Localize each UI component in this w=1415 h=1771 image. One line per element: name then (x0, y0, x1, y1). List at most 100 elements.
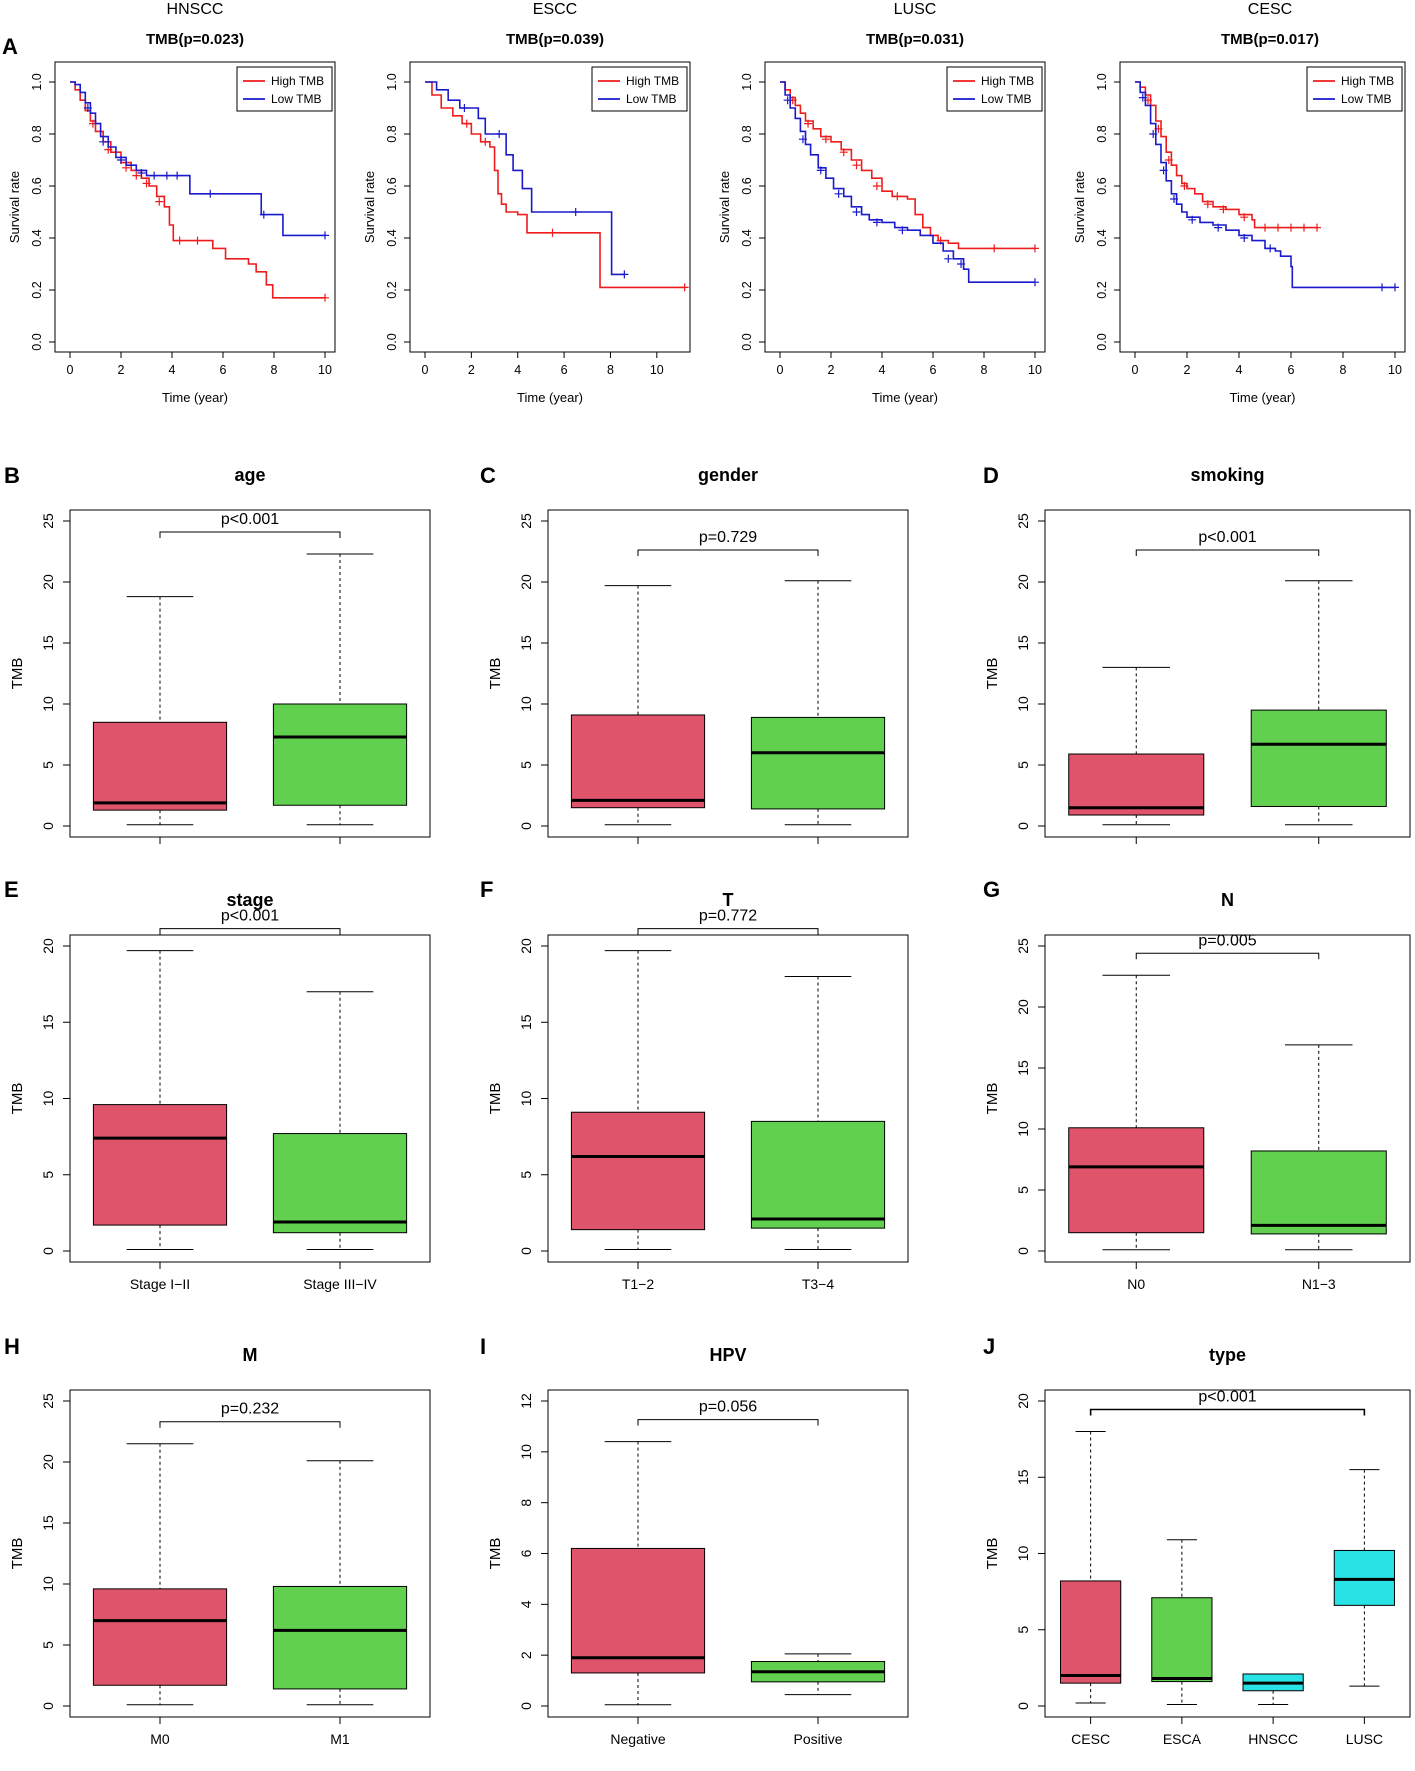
boxplot-title: type (1209, 1345, 1246, 1365)
x-tick-label: 10 (318, 363, 332, 377)
censor-mark (83, 104, 92, 112)
y-tick-label: 0 (1015, 1247, 1031, 1255)
p-value-bracket (637, 1419, 819, 1426)
km-plot-escc: ESCC TMB(p=0.039) 0.0 0.2 0.4 0.6 0.8 1.0 Surviv… (362, 1, 691, 405)
y-tick-label: 20 (40, 1454, 56, 1470)
censor-mark (150, 171, 159, 180)
legend-label: High TMB (271, 74, 324, 88)
x-tick-label: 2 (1184, 363, 1191, 377)
censor-mark (1031, 244, 1039, 253)
y-tick-label: 20 (1015, 1393, 1031, 1409)
censor-mark (481, 137, 490, 146)
censor-mark (155, 197, 164, 206)
censor-mark (99, 137, 108, 146)
cancer-name: HNSCC (167, 1, 224, 18)
y-tick-label: 25 (40, 513, 56, 529)
km-curve-high (425, 81, 685, 289)
y-tick-label: 0 (518, 822, 534, 830)
censor-mark (1266, 244, 1275, 253)
y-tick-label: 0 (518, 1247, 534, 1255)
y-tick-label: 0.2 (740, 281, 754, 298)
box-iqr (272, 1585, 408, 1690)
box-iqr (570, 1547, 706, 1674)
x-tick-label: 6 (930, 363, 937, 377)
x-axis-label: Time (year) (517, 390, 583, 405)
x-tick-label: 8 (607, 363, 614, 377)
y-tick-label: 2 (518, 1651, 534, 1659)
box-iqr (92, 1104, 228, 1226)
panel-label-f: F (480, 877, 493, 902)
y-tick-label: 10 (1015, 1121, 1031, 1137)
censor-mark (872, 182, 881, 190)
x-tick-label: T3−4 (802, 1276, 835, 1292)
y-tick-label: 0.6 (1095, 177, 1109, 194)
y-tick-label: 0.2 (1095, 281, 1109, 298)
censor-mark (1378, 283, 1386, 292)
censor-mark (132, 171, 141, 180)
x-tick-label: 10 (1388, 363, 1402, 377)
y-tick-label: 25 (40, 1393, 56, 1409)
censor-mark (495, 130, 504, 138)
legend-box (1306, 66, 1403, 112)
y-tick-label: 10 (518, 696, 534, 712)
censor-mark (893, 192, 902, 201)
y-axis-label: TMB (487, 1083, 504, 1115)
box-iqr (1068, 753, 1205, 816)
y-tick-label: 20 (40, 938, 56, 954)
y-tick-label: 5 (40, 1641, 56, 1649)
cancer-name: CESC (1248, 1, 1292, 18)
panel-label-e: E (4, 877, 19, 902)
km-curve-high (70, 81, 325, 299)
box-iqr (92, 721, 228, 811)
censor-mark (1203, 200, 1212, 209)
censor-mark (834, 189, 843, 198)
y-tick-label: 0.8 (740, 125, 754, 142)
y-tick-label: 15 (1015, 635, 1031, 651)
km-curve-low (780, 81, 1035, 283)
censor-mark (548, 228, 557, 237)
y-tick-label: 15 (518, 635, 534, 651)
y-tick-label: 0.4 (740, 229, 754, 246)
legend-label: High TMB (1341, 74, 1394, 88)
y-axis-label: TMB (984, 658, 1001, 690)
boxplot-hpv: I HPV 0 2 4 6 8 10 12 TMB Negative Positive p=0.056 (480, 1334, 909, 1747)
censor-mark (1214, 223, 1223, 232)
y-axis-label: Survival rate (1072, 171, 1087, 243)
y-tick-label: 5 (1015, 1626, 1031, 1634)
x-tick-label: 0 (777, 363, 784, 377)
legend-box (591, 66, 688, 112)
y-tick-label: 10 (1015, 1546, 1031, 1562)
y-tick-label: 10 (518, 1091, 534, 1107)
km-curve-low (1135, 81, 1395, 289)
p-value: p=0.056 (699, 1399, 757, 1416)
cancer-name: LUSC (894, 1, 937, 18)
legend-label: Low TMB (626, 92, 676, 106)
censor-mark (1159, 166, 1168, 175)
x-tick-label: 2 (118, 363, 125, 377)
x-tick-label: 2 (468, 363, 475, 377)
km-title: TMB(p=0.023) (146, 31, 244, 48)
censor-mark (1219, 205, 1228, 214)
y-tick-label: 0.8 (385, 125, 399, 142)
censor-mark (193, 236, 202, 245)
censor-mark (321, 293, 329, 302)
y-tick-label: 20 (518, 574, 534, 590)
y-tick-label: 15 (518, 1014, 534, 1030)
censor-mark (1170, 195, 1178, 203)
legend-box (946, 66, 1043, 112)
km-plot-lusc: LUSC TMB(p=0.031) 0.0 0.2 0.4 0.6 0.8 1.0 Surviv… (717, 1, 1046, 405)
box-iqr (272, 1133, 408, 1234)
box-iqr (272, 703, 408, 806)
legend-label: Low TMB (981, 92, 1031, 106)
y-tick-label: 0.0 (30, 333, 44, 350)
y-tick-label: 1.0 (30, 73, 44, 90)
box-iqr (750, 1120, 886, 1229)
y-tick-label: 10 (1015, 696, 1031, 712)
km-title: TMB(p=0.017) (1221, 31, 1319, 48)
censor-mark (620, 270, 629, 279)
x-tick-label: CESC (1071, 1731, 1110, 1747)
